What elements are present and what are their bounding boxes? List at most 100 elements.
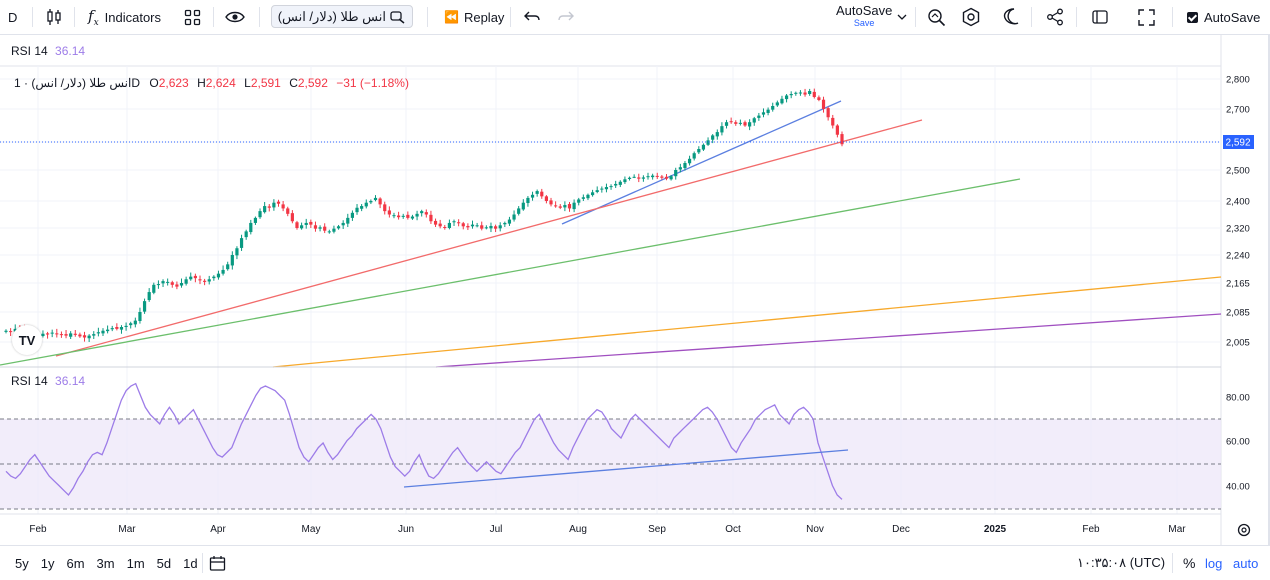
time-tick: Sep xyxy=(648,524,666,535)
candle-body xyxy=(92,334,96,336)
candle-body xyxy=(609,186,613,188)
chevron-down-icon[interactable] xyxy=(897,0,907,34)
range-button-3m[interactable]: 3m xyxy=(96,555,115,571)
candle-body xyxy=(457,222,461,224)
settings-gear-icon[interactable] xyxy=(961,0,981,34)
candle-body xyxy=(244,231,248,238)
indicators-button[interactable]: fx Indicators xyxy=(88,0,161,34)
candle-body xyxy=(664,176,669,179)
candle-body xyxy=(203,280,207,282)
candle-body xyxy=(360,206,364,209)
candle-body xyxy=(743,122,747,126)
candle-body xyxy=(627,177,632,179)
candle-body xyxy=(216,273,221,278)
zoom-search-icon[interactable] xyxy=(927,0,946,34)
candle-body xyxy=(156,284,161,286)
tradingview-logo[interactable]: TV xyxy=(12,325,42,355)
candle-body xyxy=(129,323,133,326)
rsi-legend-name: RSI 14 xyxy=(11,374,48,388)
candle-body xyxy=(798,92,803,94)
candle-body xyxy=(794,92,798,94)
top-indicator-name: RSI 14 xyxy=(11,44,48,58)
search-icon xyxy=(390,10,405,24)
candle-body xyxy=(563,205,567,208)
candle-body xyxy=(503,222,507,225)
candle-body xyxy=(484,227,488,229)
candle-body xyxy=(618,181,622,185)
candle-body xyxy=(161,281,165,284)
checkbox-icon xyxy=(1187,11,1198,23)
percent-toggle[interactable]: % xyxy=(1183,546,1195,580)
candle-body xyxy=(106,329,110,332)
symbol-search-box[interactable]: انس طلا (دلار/ انس) xyxy=(271,5,413,28)
candle-body xyxy=(692,153,696,159)
candle-body xyxy=(420,211,424,214)
time-axis[interactable]: Feb Mar Apr May Jun Jul Aug Sep Oct Nov Dec 2025 Feb… xyxy=(29,524,1186,535)
axis-settings-icon[interactable] xyxy=(1237,523,1251,537)
auto-label: auto xyxy=(1233,555,1259,571)
range-button-6m[interactable]: 6m xyxy=(66,555,85,571)
goto-date-icon[interactable] xyxy=(209,546,227,580)
price-tick: 2,700 xyxy=(1226,105,1250,116)
price-tick: 2,500 xyxy=(1226,166,1250,177)
chart-svg: 2,8002,7002,6002,5002,4002,3202,2402,165… xyxy=(0,35,1254,545)
range-button-5y[interactable]: 5y xyxy=(15,555,29,571)
undo-icon[interactable] xyxy=(524,0,540,34)
candle-body xyxy=(512,214,516,220)
candle-body xyxy=(124,325,128,327)
autosave-toggle-label: AutoSave xyxy=(1204,9,1261,25)
candle-body xyxy=(286,208,290,214)
price-tick: 2,320 xyxy=(1226,224,1250,235)
candle-body xyxy=(221,269,225,274)
share-icon[interactable] xyxy=(1046,0,1064,34)
log-label: log xyxy=(1205,555,1223,571)
rsi-axis[interactable]: 80.00 60.00 40.00 xyxy=(1226,393,1250,493)
candle-body xyxy=(720,126,724,133)
symbol-letter-button[interactable]: D xyxy=(8,0,17,34)
log-toggle[interactable]: log xyxy=(1205,546,1222,580)
candle-body xyxy=(447,222,452,228)
moon-icon[interactable] xyxy=(1003,0,1019,34)
candle-body xyxy=(831,117,835,126)
fullscreen-icon[interactable] xyxy=(1138,0,1155,34)
candle-body xyxy=(466,225,470,228)
eye-icon[interactable] xyxy=(225,0,245,34)
candle-body xyxy=(498,225,502,229)
candle-body xyxy=(230,255,234,266)
replay-button[interactable]: ⏪ Replay xyxy=(444,0,504,34)
range-button-5d[interactable]: 5d xyxy=(156,555,172,571)
autosave-button[interactable]: AutoSave Save xyxy=(836,0,892,34)
trendline-orange xyxy=(272,276,1222,368)
price-tick: 2,400 xyxy=(1226,197,1250,208)
candle-body xyxy=(318,227,322,229)
candle-body xyxy=(590,192,595,196)
candle-body xyxy=(540,191,544,197)
range-button-1m[interactable]: 1m xyxy=(126,555,145,571)
clock-timezone[interactable]: ۱۰:۳۵:۰۸ (UTC) xyxy=(1077,546,1165,580)
rsi-legend: RSI 14 36.14 xyxy=(11,374,85,388)
candle-body xyxy=(87,335,91,339)
candle-body xyxy=(152,284,156,293)
redo-icon[interactable] xyxy=(558,0,574,34)
autosave-toggle[interactable]: AutoSave xyxy=(1187,0,1260,34)
candle-body xyxy=(212,276,216,279)
candle-body xyxy=(572,202,576,210)
snapshot-icon[interactable] xyxy=(1091,0,1109,34)
chart-area[interactable]: 2,8002,7002,6002,5002,4002,3202,2402,165… xyxy=(0,35,1270,545)
time-tick: Feb xyxy=(1082,524,1100,535)
range-button-1y[interactable]: 1y xyxy=(40,555,55,571)
candle-body xyxy=(701,144,706,150)
candle-body xyxy=(304,222,308,225)
candle-body xyxy=(808,91,812,94)
layouts-grid-icon[interactable] xyxy=(184,0,201,34)
candle-body xyxy=(715,132,719,137)
candle-body xyxy=(226,264,230,270)
range-button-1d[interactable]: 1d xyxy=(183,555,198,571)
candle-body xyxy=(757,115,761,118)
candle-body xyxy=(614,183,618,186)
auto-toggle[interactable]: auto xyxy=(1233,546,1258,580)
price-axis[interactable]: 2,8002,7002,6002,5002,4002,3202,2402,165… xyxy=(1226,75,1250,349)
candles-icon[interactable] xyxy=(45,0,63,34)
top-pane xyxy=(0,35,1221,66)
candle-body xyxy=(133,320,137,325)
